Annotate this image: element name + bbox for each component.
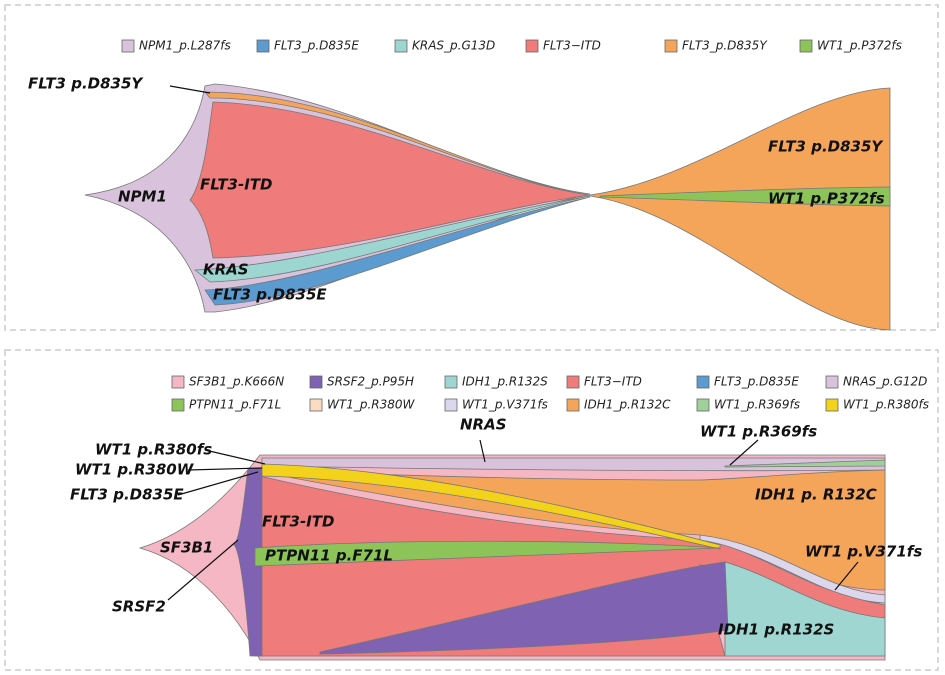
legend-label: WT1_p.R369fs (714, 398, 800, 412)
clone-r369fs (724, 459, 886, 468)
annotation: FLT3 p.D835Y (28, 75, 144, 93)
legend-label: IDH1_p.R132C (584, 398, 671, 412)
legend-swatch (799, 39, 813, 53)
legend-swatch (171, 398, 185, 412)
panel-frame (4, 349, 939, 671)
legend-label: PTPN11_p.F71L (189, 398, 281, 412)
leader-line (177, 471, 259, 496)
panel-frame (4, 4, 939, 331)
leader-line (169, 85, 211, 94)
legend-label: FLT3_p.D835Y (682, 39, 768, 53)
legend-label: WT1_p.P372fs (817, 39, 902, 53)
clone-d835e (204, 196, 591, 306)
legend-swatch (171, 375, 185, 389)
legend-label: IDH1_p.R132S (462, 375, 548, 389)
clone-r380fs (261, 463, 721, 550)
legend-label: NPM1_p.L287fs (139, 39, 231, 53)
legend-label: WT1_p.R380W (327, 398, 416, 412)
annotation: WT1 p.R380W (75, 461, 195, 479)
legend-label: KRAS_p.G13D (412, 39, 495, 53)
legend-swatch (696, 375, 710, 389)
clone-nras (261, 457, 886, 472)
annotation: WT1 p.R380fs (95, 441, 212, 459)
leader-line (729, 439, 759, 466)
fish-plot-top (84, 83, 891, 331)
clone-idh1-r132c (261, 469, 886, 591)
legend-swatch (256, 39, 270, 53)
legend-label: WT1_p.V371fs (462, 398, 548, 412)
legend-label: WT1_p.R380fs (843, 398, 929, 412)
leader-line (167, 539, 239, 601)
legend-swatch (566, 375, 580, 389)
legend-swatch (121, 39, 135, 53)
annotation: WT1 p.V371fs (805, 543, 922, 561)
annotation: FLT3 p.D835E (70, 486, 184, 504)
annotation: NRAS (460, 416, 507, 434)
annotation: WT1 p.R369fs (700, 423, 817, 441)
legend-swatch (309, 398, 323, 412)
annotation: FLT3 p.D835Y (768, 138, 884, 156)
clone-srsf2-wedge (319, 561, 729, 655)
annotation: NPM1 (118, 188, 167, 206)
legend-swatch (444, 375, 458, 389)
legend-label: SRSF2_p.P95H (327, 375, 414, 389)
legend-swatch (825, 398, 839, 412)
leader-line (834, 561, 859, 591)
annotation: FLT3-ITD (262, 513, 334, 531)
clone-d835y-right (589, 87, 891, 331)
annotation: FLT3 p.D835E (213, 286, 327, 304)
leader-line (204, 449, 266, 465)
leader-line (479, 439, 486, 463)
legend-label: FLT3_p.D835E (714, 375, 799, 389)
annotation: IDH1 p.R132S (718, 621, 834, 639)
annotation: WT1 p.P372fs (768, 190, 885, 208)
legend-swatch (394, 39, 408, 53)
annotation: PTPN11 p.F71L (265, 547, 393, 565)
legend-swatch (696, 398, 710, 412)
legend-label: FLT3_p.D835E (274, 39, 359, 53)
legend-label: SF3B1_p.K666N (189, 375, 284, 389)
clone-wt1 (599, 186, 891, 207)
fish-plot-bottom (138, 454, 886, 661)
legend-swatch (525, 39, 539, 53)
legend-label: FLT3−ITD (543, 39, 601, 53)
legend-swatch (444, 398, 458, 412)
legend-swatch (664, 39, 678, 53)
annotation: SF3B1 (160, 539, 213, 557)
legend-swatch (309, 375, 323, 389)
legend-label: FLT3−ITD (584, 375, 642, 389)
clone-idh1-r132s (724, 561, 886, 657)
legend-swatch (566, 398, 580, 412)
legend-swatch (825, 375, 839, 389)
annotation: KRAS (203, 261, 249, 279)
annotation: SRSF2 (112, 598, 166, 616)
annotation: IDH1 p. R132C (755, 486, 877, 504)
legend-label: NRAS_p.G12D (843, 375, 927, 389)
clone-d835y (204, 91, 591, 195)
clone-ptpn11 (254, 540, 721, 567)
annotation: FLT3-ITD (200, 176, 272, 194)
clone-srsf2 (233, 467, 263, 657)
leader-line (187, 467, 263, 471)
